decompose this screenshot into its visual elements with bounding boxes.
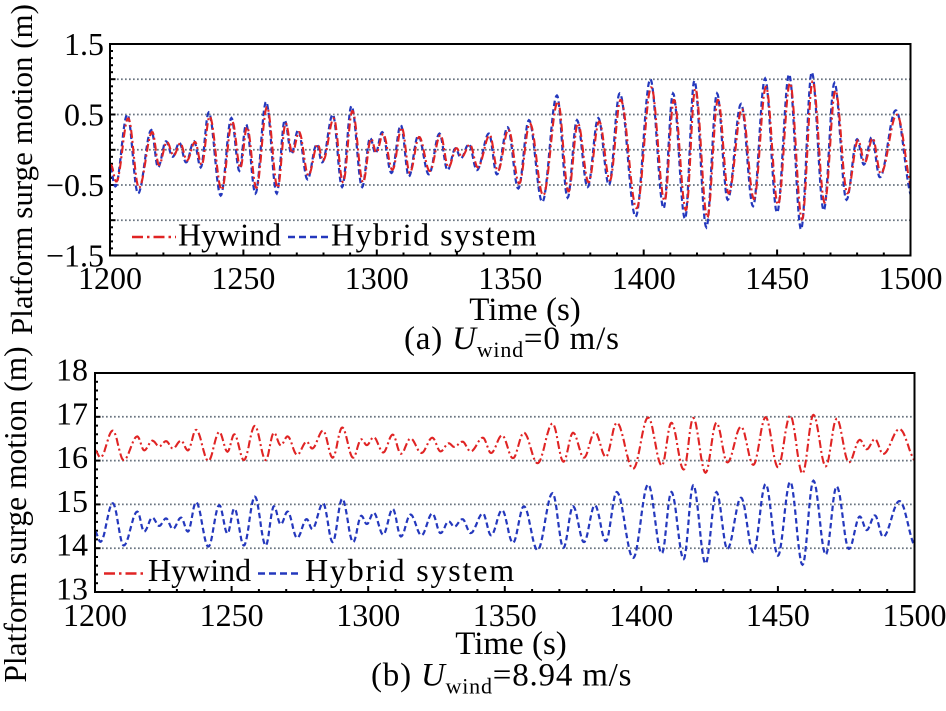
svg-text:1300: 1300 <box>345 260 409 296</box>
svg-text:(a) Uwind=0 m/s: (a) Uwind=0 m/s <box>404 321 620 362</box>
svg-text:17: 17 <box>56 395 88 431</box>
svg-text:1450: 1450 <box>746 597 810 633</box>
svg-text:1.5: 1.5 <box>64 26 104 62</box>
svg-text:(b) Uwind=8.94 m/s: (b) Uwind=8.94 m/s <box>371 658 632 699</box>
svg-text:1250: 1250 <box>211 260 275 296</box>
svg-text:1250: 1250 <box>200 597 264 633</box>
svg-text:Hywind: Hywind <box>148 552 251 588</box>
svg-text:1400: 1400 <box>609 597 673 633</box>
svg-text:1200: 1200 <box>78 260 142 296</box>
svg-text:18: 18 <box>56 352 88 388</box>
svg-text:1350: 1350 <box>478 260 542 296</box>
svg-text:1200: 1200 <box>63 597 127 633</box>
svg-text:1400: 1400 <box>612 260 676 296</box>
svg-text:Platform surge motion (m): Platform surge motion (m) <box>0 346 33 682</box>
svg-text:13: 13 <box>56 571 88 607</box>
svg-text:0.5: 0.5 <box>64 97 104 133</box>
svg-text:14: 14 <box>56 527 88 563</box>
svg-text:1500: 1500 <box>879 260 943 296</box>
svg-text:1450: 1450 <box>745 260 809 296</box>
svg-text:Hybrid system: Hybrid system <box>331 217 538 253</box>
svg-text:16: 16 <box>56 439 88 475</box>
svg-text:−0.5: −0.5 <box>46 167 104 203</box>
svg-text:Hybrid system: Hybrid system <box>305 552 516 588</box>
svg-text:Time (s): Time (s) <box>469 292 581 328</box>
svg-text:Platform surge motion (m): Platform surge motion (m) <box>4 4 39 335</box>
svg-text:−1.5: −1.5 <box>46 238 104 274</box>
svg-text:Time (s): Time (s) <box>455 626 567 662</box>
svg-text:Hywind: Hywind <box>178 217 281 253</box>
svg-text:15: 15 <box>56 483 88 519</box>
svg-text:1350: 1350 <box>473 597 537 633</box>
svg-text:1500: 1500 <box>883 597 946 633</box>
svg-text:1300: 1300 <box>336 597 400 633</box>
